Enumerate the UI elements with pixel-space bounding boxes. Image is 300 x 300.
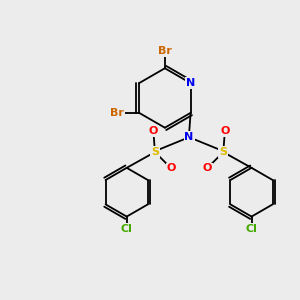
- Text: O: O: [149, 126, 158, 136]
- Text: O: O: [220, 126, 230, 136]
- Text: O: O: [167, 164, 176, 173]
- Text: Cl: Cl: [246, 224, 257, 234]
- Text: S: S: [151, 147, 159, 157]
- Text: N: N: [186, 78, 195, 88]
- Text: Cl: Cl: [121, 224, 133, 234]
- Text: Br: Br: [110, 108, 124, 118]
- Text: S: S: [219, 147, 227, 157]
- Text: Br: Br: [158, 46, 172, 56]
- Text: O: O: [202, 164, 212, 173]
- Text: N: N: [184, 132, 194, 142]
